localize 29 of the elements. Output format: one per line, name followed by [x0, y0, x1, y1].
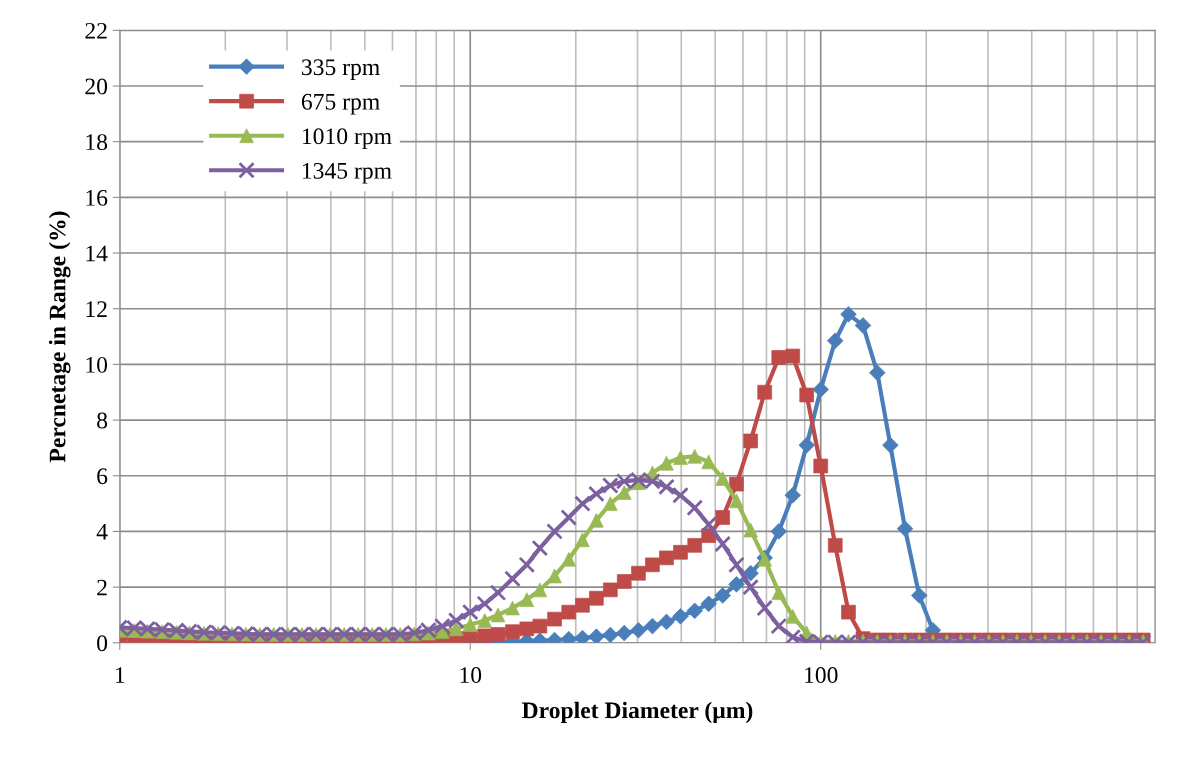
- point: [812, 381, 829, 398]
- legend-label: 675 rpm: [301, 93, 380, 115]
- legend-label: 335 rpm: [302, 59, 380, 80]
- y-tick-label: 0: [97, 635, 108, 652]
- x-tick-label: 10: [460, 667, 482, 684]
- point: [672, 608, 689, 625]
- y-axis-title: Percnetage in Range (%): [48, 211, 71, 463]
- y-tick-label: 20: [85, 78, 108, 95]
- y-tick-label: 4: [96, 524, 108, 540]
- x-tick-label: 100: [805, 667, 838, 684]
- point: [588, 628, 605, 643]
- y-tick-label: 8: [97, 412, 108, 429]
- point: [602, 626, 619, 643]
- y-tick-label: 18: [86, 134, 108, 151]
- y-tick-label: 6: [97, 468, 108, 485]
- legend-label: 1010 rpm: [302, 128, 392, 150]
- x-tick-label: 1: [115, 667, 125, 683]
- point: [854, 317, 872, 334]
- y-tick-label: 10: [86, 356, 108, 373]
- point: [882, 436, 899, 454]
- y-tick-label: 22: [85, 22, 107, 39]
- y-tick-label: 16: [86, 189, 108, 206]
- y-tick-label: 2: [97, 579, 107, 596]
- point: [658, 613, 675, 631]
- legend-label: 1345 rpm: [302, 162, 392, 184]
- point: [840, 306, 857, 323]
- y-tick-label: 12: [86, 301, 107, 317]
- y-tick-label: 14: [86, 245, 108, 262]
- x-axis-title: Droplet Diameter (µm): [522, 701, 753, 724]
